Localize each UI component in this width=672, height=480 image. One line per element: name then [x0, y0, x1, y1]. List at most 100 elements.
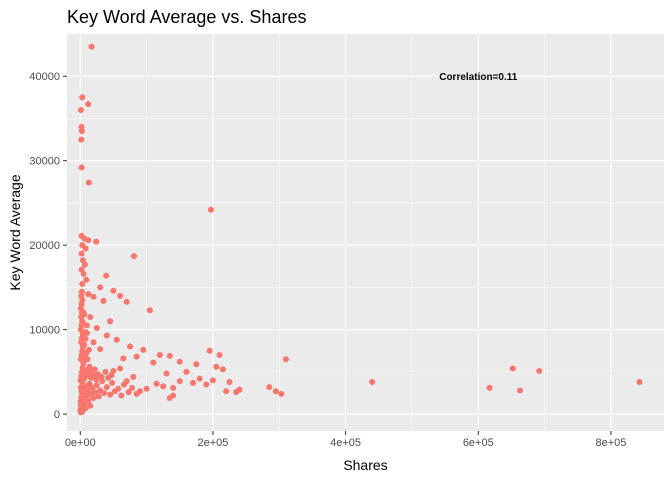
data-point	[85, 346, 92, 353]
data-point	[272, 388, 279, 395]
data-point	[282, 356, 289, 363]
data-point	[77, 107, 84, 114]
data-point	[78, 128, 85, 135]
data-point	[93, 382, 100, 389]
data-point	[117, 365, 124, 372]
data-point	[87, 313, 94, 320]
data-point	[196, 375, 203, 382]
y-tick-label: 30000	[29, 156, 60, 168]
data-point	[150, 359, 157, 366]
data-point	[86, 363, 93, 370]
x-tick-label: 2e+05	[197, 437, 228, 449]
data-point	[83, 330, 90, 337]
data-points	[77, 43, 643, 416]
data-point	[101, 389, 108, 396]
data-point	[79, 94, 86, 101]
data-point	[102, 368, 109, 375]
data-point	[85, 179, 92, 186]
data-point	[176, 378, 183, 385]
data-point	[91, 389, 98, 396]
y-tick-label: 20000	[29, 240, 60, 252]
data-point	[486, 384, 493, 391]
data-point	[236, 386, 243, 393]
data-point	[98, 373, 105, 380]
data-point	[120, 355, 127, 362]
data-point	[166, 352, 173, 359]
data-point	[85, 397, 92, 404]
data-point	[84, 386, 91, 393]
data-point	[83, 276, 90, 283]
plot-panel	[67, 34, 664, 431]
data-point	[113, 336, 120, 343]
data-point	[183, 368, 190, 375]
data-point	[79, 281, 86, 288]
data-point	[156, 351, 163, 358]
data-point	[133, 390, 140, 397]
data-point	[166, 395, 173, 402]
data-point	[78, 387, 85, 394]
data-point	[206, 347, 213, 354]
data-point	[129, 384, 136, 391]
y-axis-ticks: 0 10000 20000 30000 40000	[29, 71, 67, 421]
data-point	[146, 307, 153, 314]
data-point	[103, 332, 110, 339]
data-point	[93, 376, 100, 383]
y-tick-label: 0	[54, 409, 60, 421]
data-point	[79, 375, 86, 382]
data-point	[97, 284, 104, 291]
data-point	[127, 343, 134, 350]
data-point	[85, 101, 92, 108]
data-point	[170, 384, 177, 391]
y-tick-label: 40000	[29, 71, 60, 83]
data-point	[78, 250, 85, 257]
data-point	[85, 237, 92, 244]
data-point	[226, 379, 233, 386]
data-point	[93, 324, 100, 331]
data-point	[209, 377, 216, 384]
x-axis-title: Shares	[343, 457, 387, 473]
data-point	[636, 379, 643, 386]
data-point	[87, 402, 94, 409]
data-point	[517, 387, 524, 394]
data-point	[78, 400, 85, 407]
data-point	[85, 291, 92, 298]
data-point	[81, 261, 88, 268]
data-point	[190, 379, 197, 386]
data-point	[107, 391, 114, 398]
data-point	[123, 298, 130, 305]
data-point	[95, 393, 102, 400]
data-point	[509, 365, 516, 372]
data-point	[143, 385, 150, 392]
x-tick-label: 4e+05	[330, 437, 361, 449]
data-point	[223, 388, 230, 395]
data-point	[216, 351, 223, 358]
data-point	[91, 366, 98, 373]
data-point	[369, 379, 376, 386]
data-point	[78, 288, 85, 295]
data-point	[78, 164, 85, 171]
correlation-annotation: Correlation=0.11	[439, 72, 518, 83]
data-point	[107, 318, 114, 325]
data-point	[163, 370, 170, 377]
data-point	[90, 339, 97, 346]
data-point	[266, 384, 273, 391]
data-point	[125, 389, 132, 396]
data-point	[133, 353, 140, 360]
data-point	[97, 346, 104, 353]
data-point	[108, 372, 115, 379]
data-point	[176, 358, 183, 365]
data-point	[207, 206, 214, 213]
data-point	[130, 373, 137, 380]
data-point	[82, 335, 89, 342]
data-point	[118, 392, 125, 399]
data-point	[219, 366, 226, 373]
data-point	[81, 311, 88, 318]
x-tick-label: 8e+05	[595, 437, 626, 449]
data-point	[79, 319, 86, 326]
data-point	[115, 385, 122, 392]
x-tick-label: 6e+05	[463, 437, 494, 449]
x-tick-label: 0e+00	[65, 437, 96, 449]
data-point	[80, 270, 87, 277]
data-point	[100, 297, 107, 304]
